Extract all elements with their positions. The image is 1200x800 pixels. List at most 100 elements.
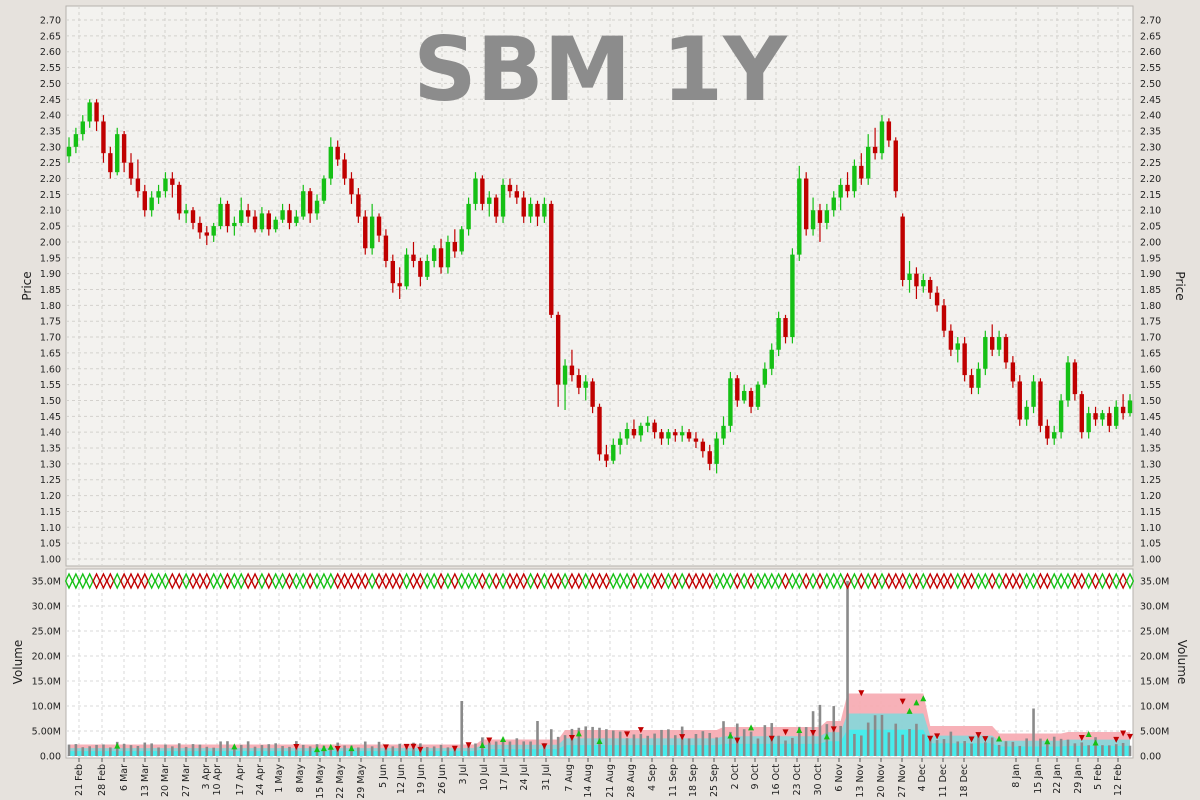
volume-bar <box>970 743 973 756</box>
ohlc-bar <box>356 188 361 223</box>
ohlc-bar <box>872 127 878 160</box>
ohlc-bar <box>335 140 340 166</box>
volume-bar <box>370 746 374 756</box>
price-ohlc-series <box>66 99 1133 474</box>
signal-marker <box>982 736 989 743</box>
price-tick-label: 2.00 <box>1140 237 1161 248</box>
signal-marker <box>1120 730 1127 737</box>
volume-bar <box>694 734 698 756</box>
volume-bar <box>363 741 367 756</box>
x-tick-label: 27 Mar <box>181 764 192 797</box>
volume-bar <box>908 729 911 756</box>
signal-marker <box>1127 733 1133 740</box>
ohlc-bar <box>1079 390 1084 439</box>
volume-bar <box>308 746 312 756</box>
volume-bar <box>1032 708 1035 756</box>
price-tick-label: 1.35 <box>40 444 61 455</box>
volume-bar <box>246 741 250 756</box>
volume-bar <box>150 743 153 756</box>
price-tick-label: 1.60 <box>40 364 61 375</box>
volume-bar <box>425 747 429 756</box>
price-tick-label: 2.05 <box>40 222 61 233</box>
signal-marker <box>1085 731 1092 738</box>
ohlc-bar <box>790 248 795 344</box>
volume-bar <box>1108 745 1111 756</box>
x-tick-label: 11 Sep <box>668 764 679 797</box>
ohlc-bar <box>914 267 919 300</box>
volume-bar <box>233 747 236 756</box>
price-tick-label: 1.55 <box>40 380 61 391</box>
ohlc-bar <box>170 172 175 198</box>
volume-bar <box>708 732 712 756</box>
volume-bar <box>928 738 932 756</box>
volume-y-label-left: Volume <box>11 640 25 685</box>
signal-marker <box>1092 739 1099 746</box>
price-tick-label: 1.75 <box>40 317 61 328</box>
x-tick-label: 7 Aug <box>564 764 575 792</box>
volume-bar <box>474 743 477 756</box>
ohlc-bar <box>728 371 733 433</box>
volume-bands <box>69 693 1130 756</box>
price-tick-label: 2.65 <box>40 31 61 42</box>
x-tick-label: 28 Feb <box>97 764 108 796</box>
ohlc-bar <box>163 172 168 198</box>
signal-marker <box>996 735 1003 742</box>
price-tick-label: 2.20 <box>1140 174 1161 185</box>
price-tick-label: 1.70 <box>1140 333 1161 344</box>
ohlc-bar <box>452 229 458 258</box>
volume-bar <box>1052 736 1056 756</box>
ohlc-bar <box>1100 409 1105 426</box>
x-tick-label: 13 Mar <box>140 764 151 797</box>
ohlc-bar <box>239 197 244 227</box>
volume-bar <box>1066 739 1070 756</box>
volume-bar <box>901 734 904 756</box>
signal-marker <box>927 735 934 742</box>
signal-marker <box>899 698 906 705</box>
volume-bar <box>625 738 629 756</box>
price-tick-label: 2.45 <box>1140 95 1161 106</box>
ohlc-bar <box>466 197 471 236</box>
volume-bar <box>467 743 470 756</box>
volume-bar <box>453 747 457 756</box>
ohlc-bar <box>569 349 575 382</box>
volume-bar <box>198 744 202 756</box>
price-tick-label: 2.30 <box>1140 142 1161 153</box>
volume-tick-label: 10.0M <box>1140 702 1169 713</box>
volume-bar <box>963 741 966 756</box>
price-panel: 1.00 1.05 1.10 1.15 1.20 1.25 1.30 1.35 1.40 1.45… <box>20 5 1187 567</box>
signal-marker <box>934 733 941 740</box>
price-tick-label: 1.25 <box>1140 475 1161 486</box>
ohlc-bar <box>183 203 189 223</box>
price-y-axis-right: 1.00 1.05 1.10 1.15 1.20 1.25 1.30 1.35 1.40 1.45… <box>1140 16 1161 566</box>
volume-bar <box>846 581 849 756</box>
price-tick-label: 1.35 <box>1140 444 1161 455</box>
volume-bar <box>797 726 801 756</box>
signal-marker <box>637 727 644 734</box>
signal-marker <box>293 744 300 751</box>
volume-bar <box>825 724 829 756</box>
signal-marker <box>734 737 741 744</box>
volume-bar <box>487 742 491 756</box>
ohlc-bar <box>776 311 781 357</box>
ohlc-bar <box>969 368 974 395</box>
ohlc-bar <box>549 200 554 319</box>
x-tick-label: 2 Oct <box>730 764 741 790</box>
price-tick-label: 1.90 <box>1140 269 1161 280</box>
ohlc-bar <box>294 210 299 227</box>
price-tick-label: 1.80 <box>1140 301 1161 312</box>
x-axis: 21 Feb 28 Feb 6 Mar 13 Mar 20 Mar 27 Mar 3 Apr… <box>74 758 1124 799</box>
volume-tick-label: 0.00 <box>1140 752 1161 763</box>
signal-marker <box>568 734 575 741</box>
volume-bar <box>439 744 443 756</box>
ohlc-bar <box>225 200 230 233</box>
ohlc-bar <box>321 175 327 204</box>
volume-bar <box>853 733 856 756</box>
signal-marker <box>500 735 507 742</box>
ohlc-bar <box>941 299 947 338</box>
price-tick-label: 1.05 <box>40 539 61 550</box>
ohlc-bar <box>80 115 85 141</box>
ohlc-bar <box>962 337 967 382</box>
volume-bar <box>377 741 381 756</box>
volume-bar <box>177 743 181 756</box>
